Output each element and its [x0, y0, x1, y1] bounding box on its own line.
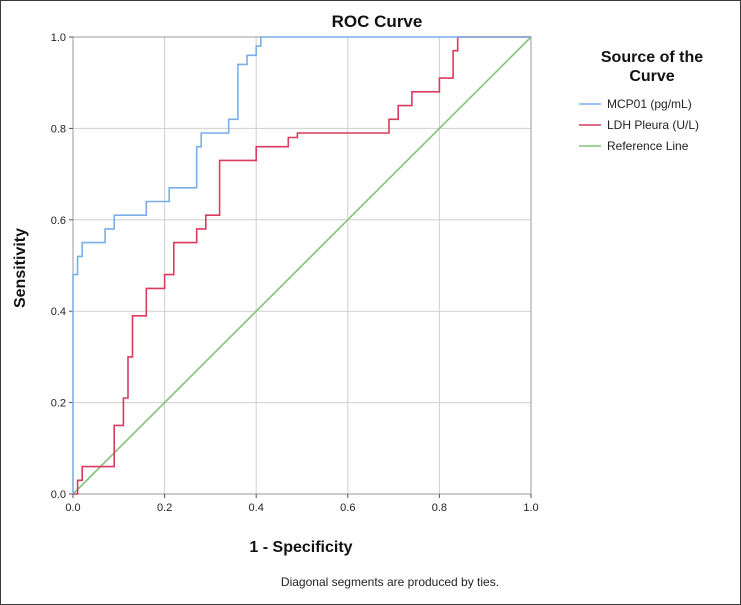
y-axis-label: Sensitivity: [12, 228, 29, 308]
y-tick-label-2: 0.4: [51, 306, 66, 318]
y-tick-label-1: 0.2: [51, 398, 66, 410]
x-tick-label-3: 0.6: [340, 502, 355, 514]
chart-title: ROC Curve: [332, 12, 423, 31]
series-line-reference-line: [72, 36, 532, 495]
y-tick-label-5: 1.0: [51, 32, 66, 44]
x-tick-label-2: 0.4: [249, 502, 264, 514]
y-tick-label-0: 0.0: [51, 489, 66, 501]
x-axis-label: 1 - Specificity: [249, 539, 352, 556]
y-tick-label-3: 0.6: [51, 215, 66, 227]
series-line-ldh-pleura-u-l: [73, 36, 531, 495]
footnote: Diagonal segments are produced by ties.: [281, 575, 499, 589]
plot-area: 0.0 0.2 0.4 0.6 0.8 1.0 0.0 0.2 0.4 0.6 0.8 1.0: [51, 32, 539, 514]
y-tick-label-4: 0.8: [51, 123, 66, 135]
x-tick-label-1: 0.2: [157, 502, 172, 514]
x-tick-label-5: 1.0: [523, 502, 538, 514]
legend-title-line-2: Curve: [629, 68, 674, 85]
legend-label-reference-line: Reference Line: [607, 139, 689, 153]
legend-title-line-1: Source of the: [601, 49, 703, 66]
x-tick-label-4: 0.8: [432, 502, 447, 514]
legend-label-ldh-pleura-u-l: LDH Pleura (U/L): [607, 118, 699, 132]
legend: Source of the Curve MCP01 (pg/mL) LDH Ple…: [579, 49, 703, 153]
series-line-mcp01-pg-ml: [72, 36, 531, 494]
x-tick-label-0: 0.0: [65, 502, 80, 514]
legend-label-mcp01-pg-ml: MCP01 (pg/mL): [607, 97, 692, 111]
